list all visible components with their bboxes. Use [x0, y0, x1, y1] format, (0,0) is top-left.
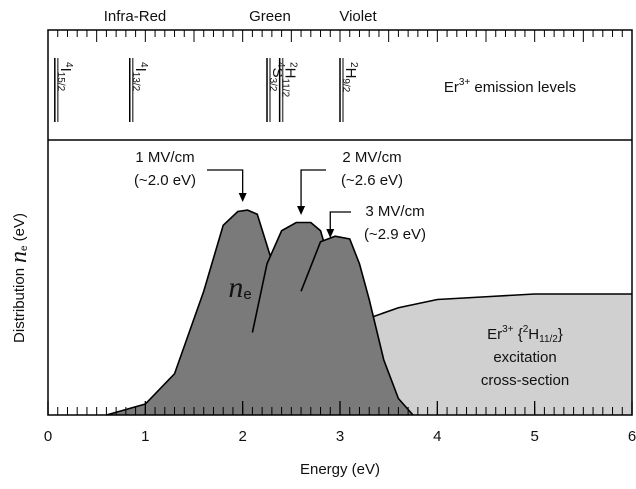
annotation: 2 MV/cm: [342, 149, 401, 166]
text: }: [558, 326, 563, 343]
text: n: [6, 251, 32, 263]
level-label: 4I15/2: [55, 62, 74, 92]
text: S: [269, 68, 286, 78]
x-tick-label: 0: [44, 428, 52, 445]
text: H: [342, 68, 359, 79]
text: {: [514, 326, 523, 343]
text: 4: [138, 62, 149, 68]
text: I: [57, 68, 74, 72]
annotation: 1 MV/cm: [135, 149, 194, 166]
text: Er: [444, 79, 459, 96]
annotation: (~2.6 eV): [341, 172, 403, 189]
area: [301, 236, 413, 415]
text: 11/2: [539, 334, 558, 345]
cross-label: excitation: [493, 349, 556, 366]
text: 9/2: [340, 78, 351, 92]
annotation-arrow: [329, 211, 351, 230]
arrow-head: [297, 206, 306, 215]
annotation-arrow: [300, 169, 326, 207]
text: 2: [348, 62, 359, 68]
x-axis-title: Energy (eV): [300, 461, 380, 478]
line: [300, 235, 414, 416]
text: 3+: [459, 77, 471, 88]
level-label: 4I13/2: [130, 62, 149, 92]
region-label: Infra-Red: [104, 8, 167, 25]
text: 13/2: [130, 72, 141, 92]
text: H: [528, 326, 539, 343]
region-label: Violet: [339, 8, 377, 25]
text: e: [243, 286, 251, 303]
level-label: 4S3/2: [267, 62, 286, 92]
level-label: 2H11/2: [280, 62, 299, 98]
annotation: (~2.0 eV): [134, 172, 196, 189]
text: e: [19, 245, 30, 251]
text: 3+: [502, 324, 514, 335]
annotation-arrow: [207, 169, 244, 194]
arrow-head: [238, 193, 247, 202]
x-tick-label: 5: [530, 428, 538, 445]
x-tick-label: 1: [141, 428, 149, 445]
curve-label: ne: [228, 271, 251, 304]
region-label: Green: [249, 8, 291, 25]
annotation: (~2.9 eV): [364, 226, 426, 243]
text: 3/2: [267, 78, 278, 92]
text: 2: [288, 62, 299, 68]
annotation: 3 MV/cm: [365, 203, 424, 220]
text: n: [228, 271, 243, 304]
x-tick-label: 2: [238, 428, 246, 445]
text: 15/2: [55, 72, 66, 92]
text: H: [282, 68, 299, 79]
text: Er: [487, 326, 502, 343]
text: Distribution: [11, 268, 28, 343]
text: 2: [523, 324, 529, 335]
arrow-head: [326, 229, 335, 238]
text: 4: [63, 62, 74, 68]
text: 4: [275, 62, 286, 68]
cross-label: cross-section: [481, 372, 569, 389]
text: I: [132, 68, 149, 72]
x-tick-label: 4: [433, 428, 441, 445]
x-tick-label: 6: [628, 428, 636, 445]
level-label: 2H9/2: [340, 62, 359, 93]
y-axis-title: Distribution ne (eV): [6, 213, 32, 343]
text: emission levels: [470, 79, 576, 96]
levels-title: Er3+ emission levels: [444, 77, 576, 96]
text: (eV): [11, 213, 28, 241]
text: 11/2: [280, 78, 291, 97]
x-tick-label: 3: [336, 428, 344, 445]
cross-label: Er3+ {2H11/2}: [487, 324, 563, 345]
